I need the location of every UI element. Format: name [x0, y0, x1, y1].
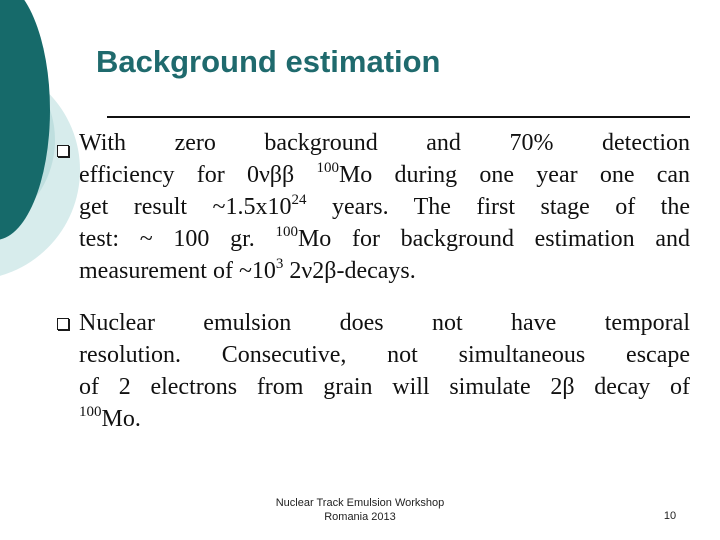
footer-line-1: Nuclear Track Emulsion Workshop	[275, 497, 445, 509]
bullet-line: 100Mo.	[79, 404, 141, 433]
bullet-line: efficiency for 0νββ 100Mo during one yea…	[79, 160, 690, 189]
page-number: 10	[663, 510, 677, 522]
superscript: 100	[275, 224, 298, 240]
bullet-checkbox-icon	[57, 145, 69, 157]
superscript: 24	[291, 192, 307, 208]
bullet-paragraph-2: Nuclear emulsion does not have temporal r…	[79, 307, 690, 435]
bullet-line: of 2 electrons from grain will simulate …	[79, 374, 690, 400]
superscript: 3	[275, 256, 284, 272]
bullet-line: Nuclear emulsion does not have temporal	[79, 310, 690, 336]
superscript: 100	[79, 404, 102, 420]
bullet-line: get result ~1.5x1024 years. The first st…	[79, 192, 690, 221]
bullet-line: test: ~ 100 gr. 100Mo for background est…	[79, 224, 690, 253]
title-underline	[107, 116, 690, 118]
bullet-line: With zero background and 70% detection	[79, 130, 690, 156]
slide-title: Background estimation	[96, 44, 441, 79]
bullet-paragraph-1: With zero background and 70% detection ef…	[79, 127, 690, 287]
bullet-line: measurement of ~103 2ν2β-decays.	[79, 256, 416, 285]
footer-line-2: Romania 2013	[324, 511, 396, 523]
bullet-checkbox-icon	[57, 318, 69, 330]
slide-footer: Nuclear Track Emulsion Workshop Romania …	[200, 496, 520, 524]
decor-dark-shape	[0, 0, 50, 240]
superscript: 100	[316, 160, 339, 176]
bullet-line: resolution. Consecutive, not simultaneou…	[79, 342, 690, 368]
